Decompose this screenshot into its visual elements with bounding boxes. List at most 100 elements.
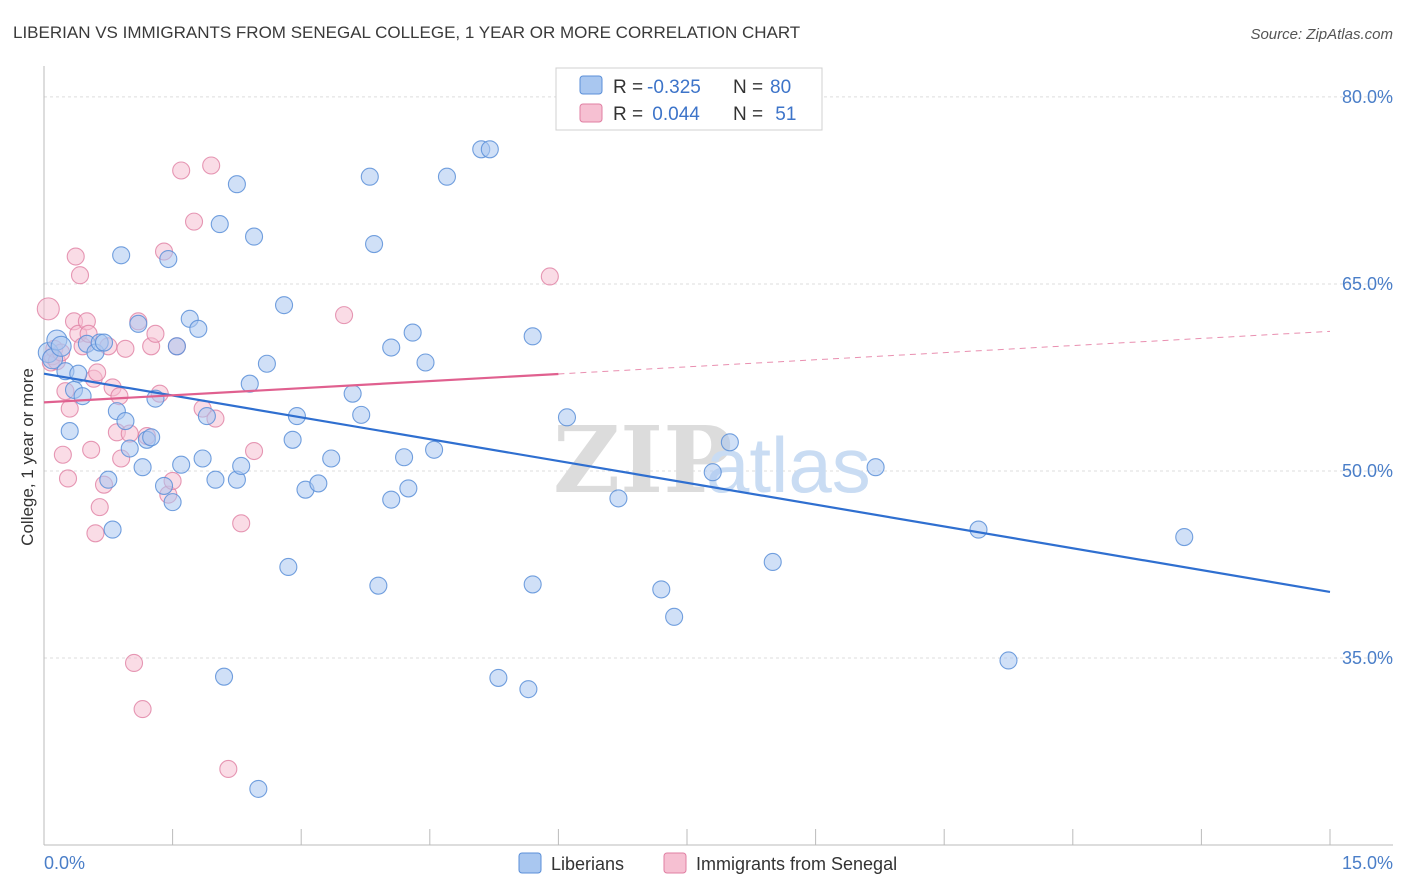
liberian-point bbox=[322, 449, 341, 468]
senegal-point bbox=[66, 247, 85, 266]
senegal-point bbox=[110, 387, 129, 406]
liberian-point bbox=[50, 335, 72, 357]
liberian-point bbox=[227, 175, 246, 194]
liberian-point bbox=[382, 338, 401, 357]
senegal-point bbox=[540, 267, 559, 286]
legend-r-label-1: R = bbox=[613, 77, 643, 98]
liberian-point bbox=[116, 412, 135, 431]
watermark: ZIP atlas bbox=[553, 406, 871, 514]
x-tick-label-max: 15.0% bbox=[1342, 853, 1393, 873]
y-tick-label-35: 35.0% bbox=[1342, 648, 1393, 668]
liberian-point bbox=[652, 580, 671, 599]
senegal-point bbox=[36, 297, 60, 321]
liberian-point bbox=[99, 470, 118, 489]
liberian-point bbox=[283, 430, 302, 449]
liberian-point bbox=[360, 167, 379, 186]
liberian-point bbox=[609, 489, 628, 508]
senegal-point bbox=[219, 759, 238, 778]
bottom-legend-swatch-liberians bbox=[518, 852, 542, 874]
liberian-point bbox=[369, 576, 388, 595]
senegal-point bbox=[335, 306, 354, 325]
bottom-legend-swatch-senegal bbox=[663, 852, 687, 874]
senegal-point bbox=[53, 445, 72, 464]
liberian-trend-line bbox=[43, 372, 1331, 593]
liberian-point bbox=[210, 215, 229, 234]
legend-n-label-2: N = bbox=[733, 104, 763, 125]
bottom-legend: Liberians Immigrants from Senegal bbox=[518, 852, 897, 874]
liberian-point bbox=[154, 476, 174, 495]
senegal-point bbox=[172, 161, 191, 180]
senegal-point bbox=[146, 324, 165, 343]
liberian-point bbox=[142, 428, 161, 447]
liberian-point bbox=[309, 474, 328, 493]
senegal-point bbox=[88, 363, 107, 382]
senegal-trend-line-extension bbox=[558, 330, 1331, 375]
senegal-point bbox=[60, 399, 79, 418]
liberian-point bbox=[232, 456, 251, 476]
liberian-point bbox=[703, 463, 722, 482]
liberian-point bbox=[523, 327, 542, 346]
legend-box: R = -0.325 N = 80 R = 0.044 N = 51 bbox=[555, 67, 823, 131]
senegal-point bbox=[70, 266, 90, 285]
bottom-legend-label-senegal: Immigrants from Senegal bbox=[696, 854, 897, 874]
y-tick-label-50: 50.0% bbox=[1342, 461, 1393, 481]
liberian-point bbox=[665, 607, 684, 626]
bottom-legend-label-liberians: Liberians bbox=[551, 854, 624, 874]
x-tick-label-min: 0.0% bbox=[44, 853, 85, 873]
liberian-point bbox=[163, 493, 182, 512]
legend-swatch-blue bbox=[579, 75, 603, 95]
y-tick-label-65: 65.0% bbox=[1342, 274, 1393, 294]
liberian-point bbox=[172, 455, 191, 474]
chart-title: LIBERIAN VS IMMIGRANTS FROM SENEGAL COLL… bbox=[13, 23, 800, 42]
source-label: Source: ZipAtlas.com bbox=[1250, 26, 1393, 43]
liberian-point bbox=[206, 470, 225, 489]
liberian-point bbox=[159, 249, 178, 269]
watermark-zip: ZIP bbox=[553, 406, 732, 514]
y-tick-labels: 35.0% 50.0% 65.0% 80.0% bbox=[1342, 87, 1393, 668]
trend-lines bbox=[43, 330, 1331, 593]
liberian-point bbox=[403, 323, 422, 342]
liberian-point bbox=[275, 296, 294, 315]
senegal-point bbox=[116, 339, 135, 358]
liberian-point bbox=[249, 779, 268, 798]
liberian-point bbox=[73, 387, 92, 406]
liberian-point bbox=[523, 575, 542, 594]
senegal-point bbox=[82, 440, 101, 459]
liberian-point bbox=[519, 680, 538, 699]
liberian-point bbox=[193, 449, 212, 468]
legend-n-value-2: 51 bbox=[770, 104, 796, 125]
liberian-point bbox=[999, 651, 1018, 670]
legend-r-label-2: R = bbox=[613, 104, 643, 125]
liberian-point bbox=[480, 140, 499, 159]
liberian-point bbox=[167, 337, 186, 356]
liberian-point bbox=[395, 448, 414, 467]
liberian-point bbox=[214, 667, 234, 686]
liberian-point bbox=[189, 319, 208, 338]
liberian-point bbox=[103, 520, 122, 539]
senegal-point bbox=[124, 653, 144, 673]
legend-r-value-2: 0.044 bbox=[647, 104, 700, 125]
y-tick-label-80: 80.0% bbox=[1342, 87, 1393, 107]
liberian-point bbox=[763, 552, 782, 572]
liberian-point bbox=[352, 405, 371, 424]
senegal-point bbox=[184, 212, 204, 231]
liberian-point bbox=[382, 490, 401, 509]
liberian-point bbox=[969, 520, 988, 539]
liberian-point bbox=[129, 314, 148, 333]
liberian-point bbox=[866, 458, 885, 477]
senegal-point bbox=[58, 469, 78, 488]
liberian-point bbox=[416, 353, 435, 372]
liberian-point bbox=[240, 374, 259, 393]
liberian-point bbox=[120, 439, 139, 458]
liberian-point bbox=[112, 246, 131, 265]
liberian-point bbox=[437, 167, 456, 186]
liberian-point bbox=[425, 440, 444, 459]
y-axis-label: College, 1 year or more bbox=[18, 368, 37, 546]
senegal-point bbox=[90, 498, 109, 517]
legend-n-label-1: N = bbox=[733, 77, 763, 98]
senegal-point bbox=[232, 514, 251, 533]
liberian-point bbox=[1175, 527, 1194, 547]
liberian-point bbox=[343, 384, 362, 403]
liberian-point bbox=[399, 479, 418, 498]
